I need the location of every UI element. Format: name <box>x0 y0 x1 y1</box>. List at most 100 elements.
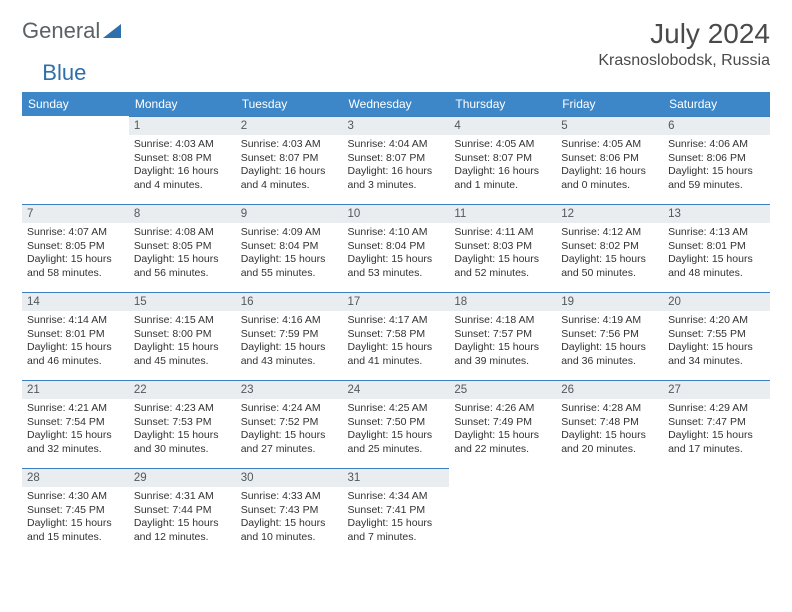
day-info: Sunrise: 4:19 AMSunset: 7:56 PMDaylight:… <box>556 314 663 373</box>
day-info: Sunrise: 4:13 AMSunset: 8:01 PMDaylight:… <box>663 226 770 285</box>
info-line: and 55 minutes. <box>241 267 338 281</box>
date-number: 31 <box>343 468 450 487</box>
info-line: Daylight: 15 hours <box>241 429 338 443</box>
info-line: Sunset: 8:01 PM <box>27 328 124 342</box>
info-line: Sunset: 7:56 PM <box>561 328 658 342</box>
info-line: Daylight: 15 hours <box>668 341 765 355</box>
calendar-cell: 30Sunrise: 4:33 AMSunset: 7:43 PMDayligh… <box>236 468 343 556</box>
info-line: Sunrise: 4:33 AM <box>241 490 338 504</box>
info-line: Sunrise: 4:17 AM <box>348 314 445 328</box>
info-line: Sunrise: 4:12 AM <box>561 226 658 240</box>
info-line: Daylight: 15 hours <box>561 253 658 267</box>
info-line: Daylight: 15 hours <box>134 429 231 443</box>
info-line: Daylight: 15 hours <box>134 253 231 267</box>
day-info: Sunrise: 4:11 AMSunset: 8:03 PMDaylight:… <box>449 226 556 285</box>
calendar-cell: 2Sunrise: 4:03 AMSunset: 8:07 PMDaylight… <box>236 116 343 204</box>
info-line: Daylight: 15 hours <box>134 517 231 531</box>
logo: General <box>22 18 122 44</box>
calendar-cell: 15Sunrise: 4:15 AMSunset: 8:00 PMDayligh… <box>129 292 236 380</box>
calendar-week-row: 28Sunrise: 4:30 AMSunset: 7:45 PMDayligh… <box>22 468 770 556</box>
location-label: Krasnoslobodsk, Russia <box>598 52 770 70</box>
date-number: 4 <box>449 116 556 135</box>
info-line: and 59 minutes. <box>668 179 765 193</box>
calendar-cell: 21Sunrise: 4:21 AMSunset: 7:54 PMDayligh… <box>22 380 129 468</box>
info-line: Daylight: 15 hours <box>134 341 231 355</box>
info-line: Sunset: 7:44 PM <box>134 504 231 518</box>
info-line: Sunrise: 4:21 AM <box>27 402 124 416</box>
date-number: 2 <box>236 116 343 135</box>
date-number: 3 <box>343 116 450 135</box>
calendar-cell: 1Sunrise: 4:03 AMSunset: 8:08 PMDaylight… <box>129 116 236 204</box>
info-line: Sunrise: 4:05 AM <box>454 138 551 152</box>
day-info: Sunrise: 4:34 AMSunset: 7:41 PMDaylight:… <box>343 490 450 549</box>
calendar-cell: 7Sunrise: 4:07 AMSunset: 8:05 PMDaylight… <box>22 204 129 292</box>
info-line: Sunrise: 4:05 AM <box>561 138 658 152</box>
day-info: Sunrise: 4:26 AMSunset: 7:49 PMDaylight:… <box>449 402 556 461</box>
date-number: 18 <box>449 292 556 311</box>
calendar-cell: 14Sunrise: 4:14 AMSunset: 8:01 PMDayligh… <box>22 292 129 380</box>
info-line: Sunrise: 4:14 AM <box>27 314 124 328</box>
date-number: 8 <box>129 204 236 223</box>
day-header-row: SundayMondayTuesdayWednesdayThursdayFrid… <box>22 92 770 116</box>
calendar-cell: 26Sunrise: 4:28 AMSunset: 7:48 PMDayligh… <box>556 380 663 468</box>
calendar-cell: 3Sunrise: 4:04 AMSunset: 8:07 PMDaylight… <box>343 116 450 204</box>
info-line: Sunset: 7:47 PM <box>668 416 765 430</box>
info-line: Sunrise: 4:07 AM <box>27 226 124 240</box>
info-line: Daylight: 15 hours <box>454 341 551 355</box>
info-line: Sunrise: 4:29 AM <box>668 402 765 416</box>
info-line: Sunrise: 4:24 AM <box>241 402 338 416</box>
info-line: and 12 minutes. <box>134 531 231 545</box>
info-line: Daylight: 15 hours <box>348 517 445 531</box>
date-number: 17 <box>343 292 450 311</box>
calendar-cell: 29Sunrise: 4:31 AMSunset: 7:44 PMDayligh… <box>129 468 236 556</box>
info-line: and 53 minutes. <box>348 267 445 281</box>
calendar-cell: 4Sunrise: 4:05 AMSunset: 8:07 PMDaylight… <box>449 116 556 204</box>
info-line: and 22 minutes. <box>454 443 551 457</box>
calendar-cell: 27Sunrise: 4:29 AMSunset: 7:47 PMDayligh… <box>663 380 770 468</box>
info-line: and 30 minutes. <box>134 443 231 457</box>
date-number: 29 <box>129 468 236 487</box>
info-line: and 3 minutes. <box>348 179 445 193</box>
info-line: Sunrise: 4:23 AM <box>134 402 231 416</box>
date-number: 7 <box>22 204 129 223</box>
day-header: Tuesday <box>236 92 343 116</box>
info-line: Sunrise: 4:25 AM <box>348 402 445 416</box>
info-line: Sunrise: 4:03 AM <box>241 138 338 152</box>
calendar-cell: 10Sunrise: 4:10 AMSunset: 8:04 PMDayligh… <box>343 204 450 292</box>
day-info: Sunrise: 4:25 AMSunset: 7:50 PMDaylight:… <box>343 402 450 461</box>
date-number: 6 <box>663 116 770 135</box>
info-line: Sunset: 7:41 PM <box>348 504 445 518</box>
info-line: Daylight: 15 hours <box>454 253 551 267</box>
day-header: Sunday <box>22 92 129 116</box>
calendar-cell: 28Sunrise: 4:30 AMSunset: 7:45 PMDayligh… <box>22 468 129 556</box>
day-header: Monday <box>129 92 236 116</box>
info-line: Daylight: 15 hours <box>668 253 765 267</box>
info-line: Sunrise: 4:10 AM <box>348 226 445 240</box>
info-line: Sunset: 7:55 PM <box>668 328 765 342</box>
info-line: Daylight: 15 hours <box>348 341 445 355</box>
info-line: and 41 minutes. <box>348 355 445 369</box>
info-line: Sunrise: 4:03 AM <box>134 138 231 152</box>
info-line: Daylight: 15 hours <box>454 429 551 443</box>
day-info: Sunrise: 4:03 AMSunset: 8:08 PMDaylight:… <box>129 138 236 197</box>
info-line: Sunset: 8:04 PM <box>348 240 445 254</box>
day-info: Sunrise: 4:30 AMSunset: 7:45 PMDaylight:… <box>22 490 129 549</box>
calendar-cell: 6Sunrise: 4:06 AMSunset: 8:06 PMDaylight… <box>663 116 770 204</box>
logo-triangle-icon <box>102 23 122 39</box>
info-line: Sunset: 8:07 PM <box>348 152 445 166</box>
title-block: July 2024 Krasnoslobodsk, Russia <box>598 18 770 70</box>
calendar-week-row: 7Sunrise: 4:07 AMSunset: 8:05 PMDaylight… <box>22 204 770 292</box>
info-line: Daylight: 15 hours <box>27 517 124 531</box>
info-line: Sunset: 8:08 PM <box>134 152 231 166</box>
day-info: Sunrise: 4:18 AMSunset: 7:57 PMDaylight:… <box>449 314 556 373</box>
info-line: and 10 minutes. <box>241 531 338 545</box>
date-number: 22 <box>129 380 236 399</box>
info-line: Sunrise: 4:16 AM <box>241 314 338 328</box>
info-line: Sunset: 7:49 PM <box>454 416 551 430</box>
date-number: 14 <box>22 292 129 311</box>
date-number: 26 <box>556 380 663 399</box>
info-line: and 36 minutes. <box>561 355 658 369</box>
info-line: Sunrise: 4:28 AM <box>561 402 658 416</box>
info-line: Daylight: 15 hours <box>561 429 658 443</box>
calendar-cell <box>663 468 770 556</box>
